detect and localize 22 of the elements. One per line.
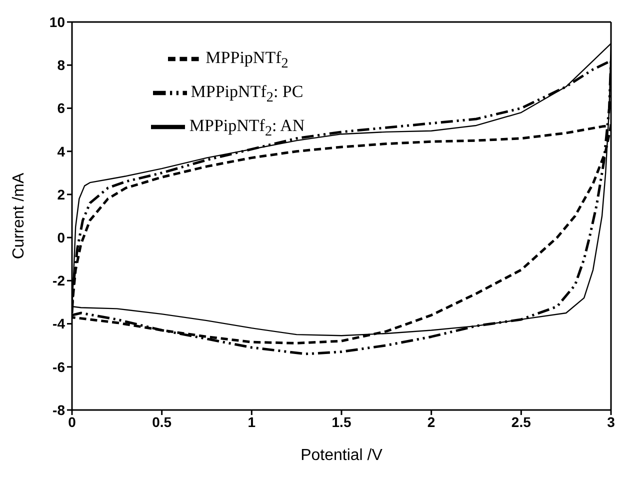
x-tick-label: 1.5 bbox=[332, 414, 352, 430]
x-tick-label: 0 bbox=[68, 414, 76, 430]
x-tick-label: 1 bbox=[248, 414, 256, 430]
y-tick-label: 2 bbox=[57, 186, 66, 202]
legend-label: MPPipNTf$_{2}$: AN bbox=[189, 116, 305, 140]
y-tick-label: -6 bbox=[52, 358, 66, 375]
x-tick-label: 0.5 bbox=[152, 414, 172, 430]
legend-label: MPPipNTf$_{2}$ bbox=[206, 48, 288, 72]
x-tick-label: 2 bbox=[427, 414, 436, 430]
y-tick-label: 10 bbox=[49, 14, 66, 30]
y-axis-title: Current /mA bbox=[10, 172, 28, 260]
y-tick-label: -2 bbox=[52, 272, 66, 289]
y-tick-label: -4 bbox=[52, 316, 66, 332]
x-axis-title: Potential /V bbox=[300, 447, 383, 464]
y-tick-label: -8 bbox=[52, 402, 66, 418]
y-tick-label: 8 bbox=[57, 57, 66, 74]
x-tick-label: 3 bbox=[607, 414, 616, 430]
y-tick-label: 4 bbox=[57, 143, 66, 160]
x-tick-label: 2.5 bbox=[511, 414, 532, 430]
y-tick-label: 6 bbox=[57, 100, 66, 116]
legend-label: MPPipNTf$_{2}$: PC bbox=[190, 82, 304, 106]
y-tick-label: 0 bbox=[57, 230, 66, 246]
